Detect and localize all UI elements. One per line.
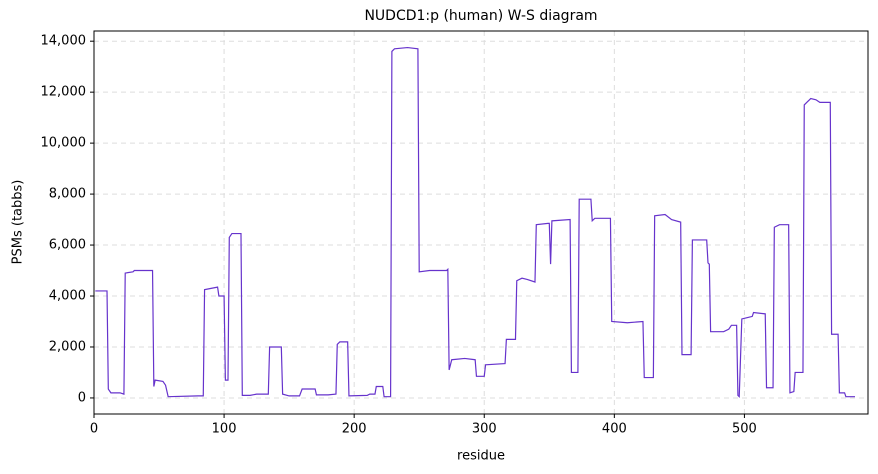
y-tick-label: 12,000 xyxy=(41,85,87,100)
x-tick-label: 200 xyxy=(342,422,367,437)
y-tick-label: 4,000 xyxy=(49,289,86,304)
data-line xyxy=(95,46,855,399)
x-axis-label: residue xyxy=(457,449,505,464)
y-tick-label: 0 xyxy=(78,390,86,405)
y-tick-label: 8,000 xyxy=(49,187,86,202)
y-tick-label: 10,000 xyxy=(41,136,87,151)
x-tick-label: 300 xyxy=(472,422,497,437)
chart-title: NUDCD1:p (human) W-S diagram xyxy=(364,8,597,24)
x-tick-label: 400 xyxy=(602,422,627,437)
plot-frame xyxy=(93,30,869,415)
y-tick-label: 6,000 xyxy=(49,238,86,253)
x-tick-label: 100 xyxy=(212,422,237,437)
x-tick-label: 500 xyxy=(732,422,757,437)
y-tick-label: 14,000 xyxy=(41,34,87,49)
y-axis-label: PSMs (tabbs) xyxy=(11,180,26,265)
x-tick-label: 0 xyxy=(90,422,98,437)
y-tick-label: 2,000 xyxy=(49,339,86,354)
